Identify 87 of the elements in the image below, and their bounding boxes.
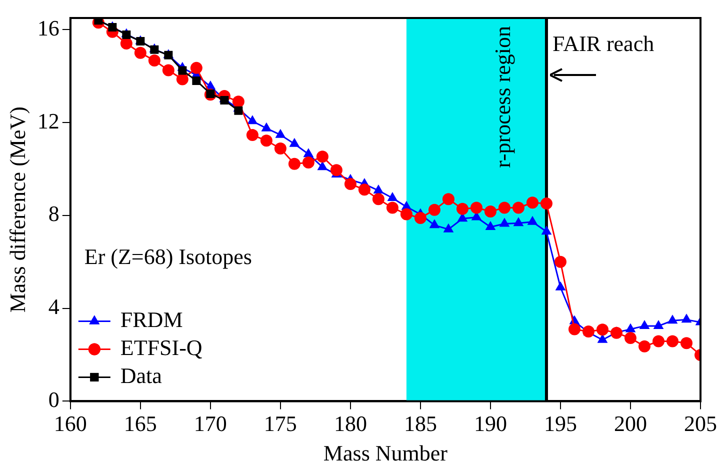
point [442, 193, 454, 206]
point [234, 106, 243, 115]
point [302, 156, 314, 168]
point [499, 218, 510, 227]
legend-label: FRDM [120, 306, 183, 332]
x-tick-label: 190 [474, 411, 507, 436]
point [330, 164, 342, 176]
point [610, 326, 622, 339]
point [638, 340, 650, 352]
x-tick-label: 195 [544, 411, 577, 436]
point [666, 335, 678, 348]
point [624, 332, 636, 344]
point [247, 115, 258, 124]
point [513, 217, 524, 226]
legend-label: Data [120, 362, 162, 388]
point [485, 221, 496, 230]
point [555, 281, 566, 290]
point [261, 122, 272, 132]
x-tick-label: 185 [404, 411, 437, 436]
point [639, 320, 650, 329]
point [667, 314, 678, 324]
point [512, 202, 524, 214]
y-tick-label: 4 [48, 294, 60, 320]
x-tick-label: 205 [684, 411, 717, 436]
point [498, 202, 510, 214]
point [540, 198, 552, 210]
x-tick-label: 200 [614, 411, 647, 436]
point [652, 335, 664, 348]
point [625, 323, 636, 332]
point [303, 148, 314, 158]
point [317, 161, 328, 170]
point [246, 129, 258, 142]
ref-line-label: FAIR reach [552, 30, 654, 56]
annotation: Er (Z=68) Isotopes [84, 244, 252, 269]
point [288, 158, 300, 170]
point [400, 208, 412, 220]
point [260, 134, 272, 147]
legend-label: ETFSI-Q [120, 334, 202, 360]
point [541, 226, 552, 235]
point [568, 323, 580, 336]
y-tick-label: 16 [37, 15, 60, 40]
point [582, 326, 594, 338]
point [653, 320, 664, 329]
y-axis-title: Mass difference (MeV) [4, 106, 30, 313]
point [373, 184, 384, 194]
y-tick-label: 8 [48, 201, 60, 226]
point [232, 96, 244, 108]
point [344, 178, 356, 190]
point [681, 314, 692, 323]
point [120, 38, 132, 50]
x-axis-title: Mass Number [323, 440, 448, 466]
point [176, 73, 188, 86]
point [289, 138, 300, 147]
point [192, 76, 201, 85]
point [456, 202, 468, 215]
x-tick-label: 180 [334, 411, 367, 436]
point [387, 192, 398, 201]
x-tick-label: 160 [54, 411, 87, 436]
y-tick-label: 12 [37, 108, 60, 134]
point [134, 46, 146, 59]
x-tick-label: 165 [124, 411, 157, 436]
point [470, 202, 482, 214]
point [386, 202, 398, 214]
point [596, 324, 608, 336]
point [220, 96, 229, 104]
point [148, 54, 160, 66]
point [527, 216, 538, 225]
x-tick-label: 175 [264, 411, 297, 436]
point [275, 128, 286, 138]
point [372, 193, 384, 206]
point [414, 212, 426, 224]
point [190, 62, 202, 74]
y-tick-label: 0 [48, 386, 60, 412]
x-tick-label: 170 [194, 411, 227, 436]
point [429, 219, 440, 228]
point [443, 223, 454, 232]
point [274, 142, 286, 155]
point [178, 66, 187, 75]
point [680, 337, 692, 350]
point [358, 184, 370, 196]
band-label: r-process region [490, 26, 516, 168]
point [526, 196, 538, 209]
point [316, 150, 328, 163]
point [484, 205, 496, 218]
point [554, 256, 566, 268]
point [428, 204, 440, 216]
point [162, 64, 174, 76]
